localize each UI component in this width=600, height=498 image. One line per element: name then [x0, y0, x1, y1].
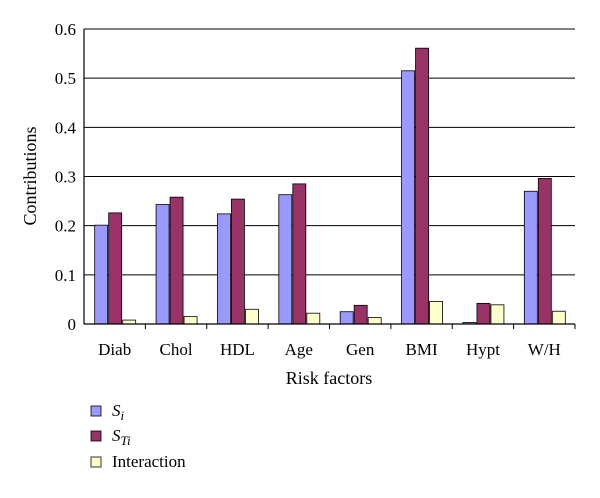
- bar-chol-series-1: [155, 204, 170, 325]
- y-tick-label: 0.4: [55, 118, 77, 137]
- y-tick-label: 0.2: [55, 217, 76, 236]
- legend-label: Interaction: [112, 452, 186, 471]
- y-tick-label: 0.6: [55, 20, 76, 39]
- bar-diab-series-1: [94, 224, 109, 325]
- y-tick-label: 0.1: [55, 266, 76, 285]
- x-category-label: Hypt: [466, 340, 500, 359]
- legend-label: STi: [112, 426, 131, 448]
- bar-wh-series-2: [537, 178, 552, 325]
- bar-age-series-1: [278, 194, 293, 325]
- x-category-label: Chol: [160, 340, 193, 359]
- y-tick-label: 0: [68, 315, 77, 334]
- y-tick-label: 0.3: [55, 168, 76, 187]
- y-tick-label: 0.5: [55, 69, 76, 88]
- legend-swatch: [90, 430, 102, 442]
- legend-label: Si: [112, 401, 125, 423]
- x-category-label: Gen: [346, 340, 375, 359]
- bar-chol-series-3: [183, 316, 198, 325]
- bar-bmi-series-3: [429, 300, 443, 325]
- x-category-label: Diab: [98, 340, 131, 359]
- axes: [83, 29, 576, 329]
- bar-hdl-series-3: [245, 308, 259, 325]
- y-axis-title: Contributions: [20, 126, 40, 225]
- legend-swatch: [90, 456, 102, 468]
- bar-hdl-series-2: [231, 198, 245, 325]
- bar-gen-series-3: [367, 317, 382, 325]
- bar-gen-series-1: [339, 311, 354, 325]
- bar-chol-series-2: [169, 196, 184, 325]
- legend: Si STi Interaction: [90, 401, 186, 471]
- bar-wh-series-3: [551, 310, 566, 325]
- x-category-label: BMI: [406, 340, 438, 359]
- bar-diab-series-2: [108, 212, 123, 325]
- bar-hypt-series-3: [490, 304, 505, 325]
- bar-age-series-2: [292, 183, 307, 325]
- y-tick-labels: 0 0.1 0.2 0.3 0.4 0.5 0.6: [55, 20, 77, 334]
- bar-bmi-series-2: [415, 47, 429, 325]
- x-category-label: W/H: [528, 340, 561, 359]
- x-axis-title: Risk factors: [286, 368, 372, 388]
- x-category-labels: Diab Chol HDL Age Gen BMI Hypt W/H: [98, 340, 561, 359]
- bar-age-series-3: [306, 312, 321, 325]
- bars: [94, 47, 566, 325]
- bar-gen-series-2: [353, 304, 368, 325]
- x-category-label: HDL: [220, 340, 255, 359]
- bar-hdl-series-1: [217, 213, 231, 325]
- legend-swatch: [90, 405, 102, 417]
- x-category-label: Age: [285, 340, 313, 359]
- bar-bmi-series-1: [401, 70, 415, 325]
- bar-hypt-series-2: [476, 302, 491, 325]
- bar-wh-series-1: [523, 190, 538, 325]
